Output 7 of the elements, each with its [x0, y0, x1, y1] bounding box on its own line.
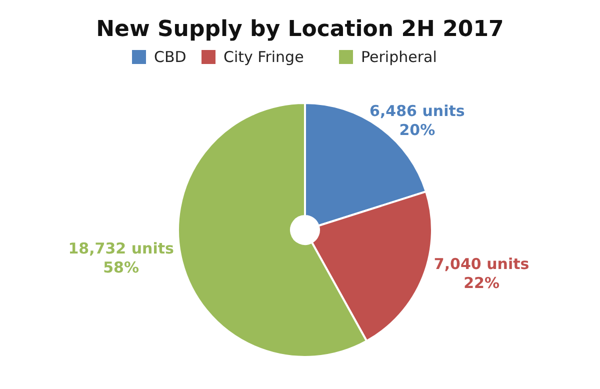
data-label: 6,486 units 20% — [370, 102, 465, 140]
legend-label: City Fringe — [224, 48, 304, 66]
data-label: 18,732 units 58% — [68, 240, 174, 277]
legend-label: CBD — [154, 48, 186, 66]
legend-label: Peripheral — [361, 48, 437, 66]
data-label: 7,040 units 22% — [434, 255, 530, 292]
chart-title: New Supply by Location 2H 2017 — [96, 17, 504, 42]
